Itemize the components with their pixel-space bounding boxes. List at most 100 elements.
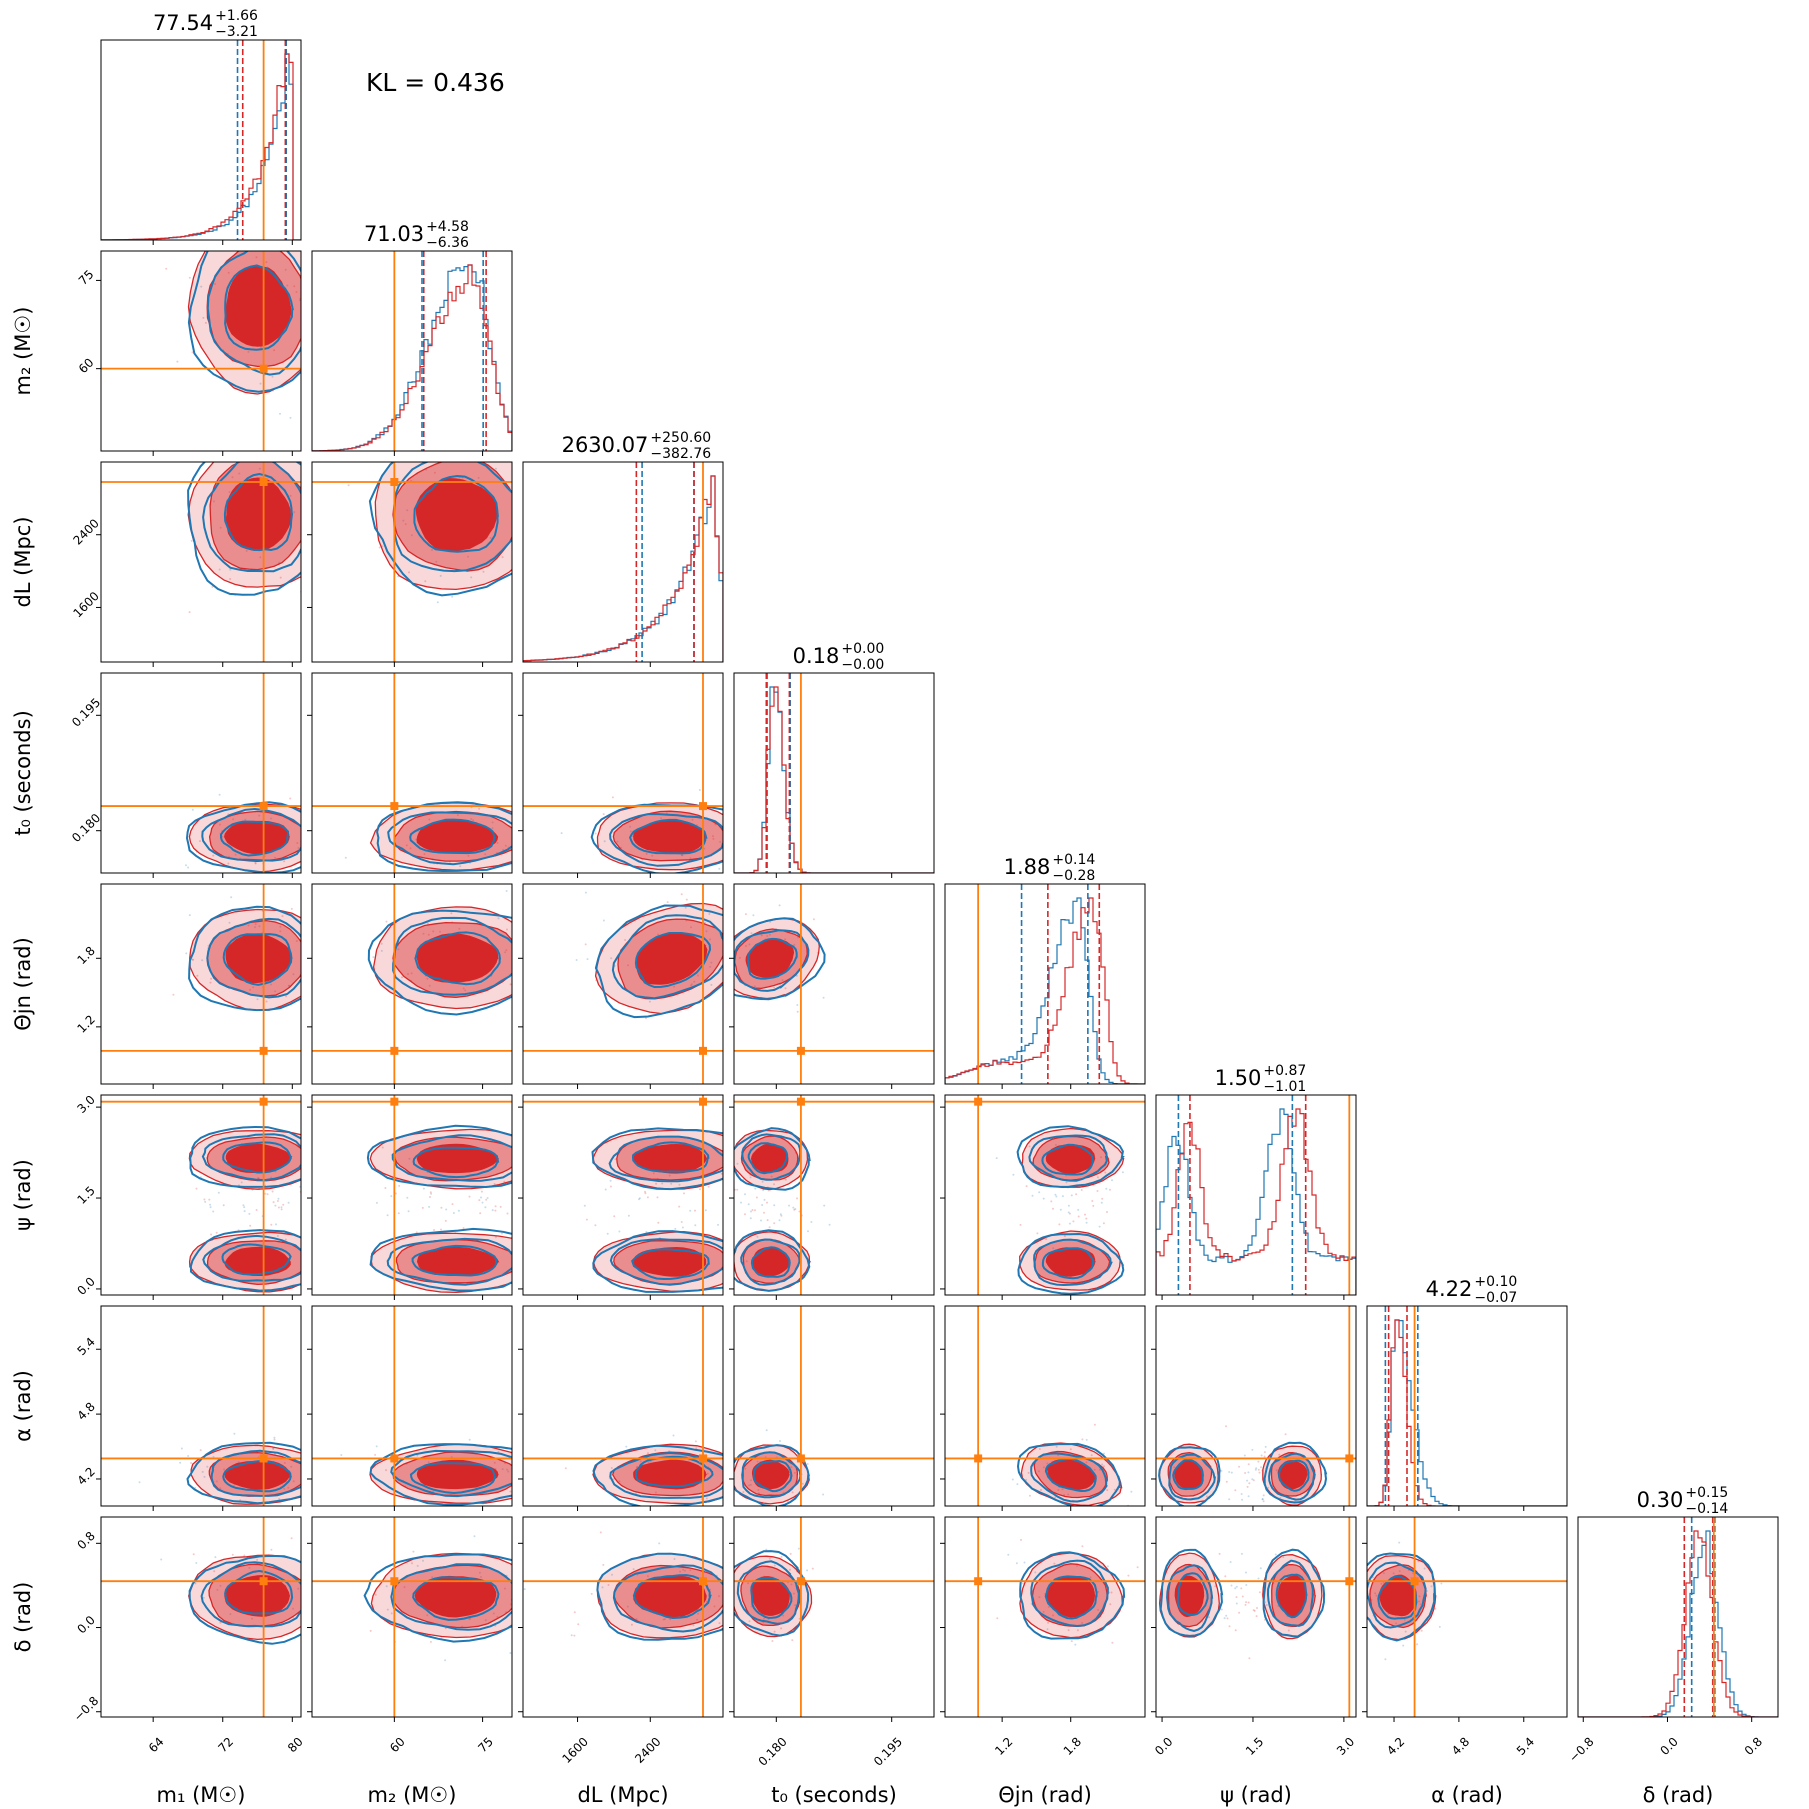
sample-point — [470, 576, 473, 579]
sample-point — [249, 1224, 252, 1227]
sample-point — [468, 1438, 471, 1441]
red-histogram-m1 — [101, 53, 301, 240]
sample-point — [575, 1583, 577, 1585]
sample-point — [231, 476, 234, 479]
blue-contour-level-0 — [734, 1550, 810, 1637]
sample-point — [610, 1467, 613, 1469]
sample-point — [254, 926, 256, 929]
sample-point — [773, 1630, 776, 1633]
sample-point — [292, 973, 295, 976]
blue-contour-level-2 — [220, 820, 290, 857]
blue-contour-level-2 — [747, 1142, 789, 1175]
sample-point — [384, 1187, 387, 1189]
sample-point — [761, 1180, 764, 1183]
x-tick-label-m2: 60 — [387, 1735, 408, 1756]
sample-point — [583, 1204, 586, 1207]
sample-point — [603, 840, 606, 843]
panel-frame-7-4 — [944, 1516, 1146, 1718]
sample-point — [697, 974, 699, 977]
sample-point — [305, 945, 307, 947]
sample-point — [274, 1204, 277, 1207]
sample-point — [462, 1227, 465, 1230]
sample-point — [747, 1582, 750, 1585]
sample-point — [1034, 1571, 1037, 1574]
x-tick-label-m2: 75 — [475, 1735, 496, 1756]
sample-point — [551, 935, 553, 937]
sample-point — [188, 914, 191, 917]
sample-point — [756, 1460, 759, 1463]
sample-point — [765, 1429, 768, 1432]
sample-point — [195, 1562, 198, 1564]
sample-point — [519, 1577, 521, 1579]
truth-marker — [974, 1454, 983, 1463]
sample-point — [430, 1192, 433, 1195]
sample-point — [768, 1557, 771, 1560]
contour-panel-t0-vs-m1 — [101, 673, 301, 873]
sample-point — [618, 1230, 621, 1233]
sample-point — [505, 949, 508, 952]
y-axis-label-dL: dL (Mpc) — [11, 516, 35, 607]
param-title-plus-dL: +250.60 — [650, 430, 711, 446]
sample-point — [1012, 1173, 1015, 1176]
sample-point — [439, 930, 441, 933]
sample-point — [308, 309, 310, 311]
sample-point — [535, 552, 537, 554]
sample-point — [1258, 1471, 1261, 1474]
panel-frame-7-1 — [311, 1516, 513, 1718]
panel-frame-3-0 — [100, 672, 302, 874]
sample-point — [1225, 1480, 1228, 1483]
panel-frame-7-7 — [1577, 1516, 1779, 1718]
sample-point — [590, 1592, 593, 1595]
sample-point — [1054, 1193, 1057, 1196]
sample-point — [1101, 1463, 1104, 1466]
sample-point — [738, 956, 741, 959]
param-title-minus-alpha: −0.07 — [1474, 1290, 1517, 1306]
sample-point — [705, 930, 708, 933]
sample-point — [766, 935, 769, 937]
sample-point — [280, 219, 282, 221]
sample-point — [1059, 1208, 1062, 1211]
sample-point — [341, 953, 343, 955]
sample-point — [1057, 1489, 1060, 1491]
y-tick-label-alpha: 5.4 — [74, 1335, 97, 1358]
truth-marker — [796, 1577, 805, 1586]
truth-marker — [390, 1454, 399, 1463]
sample-point — [209, 1203, 212, 1206]
blue-contour-level-2 — [222, 933, 293, 986]
sample-point — [602, 1563, 605, 1566]
truth-marker — [974, 1577, 983, 1586]
sample-point — [735, 815, 737, 817]
sample-point — [618, 1480, 621, 1483]
sample-point — [443, 444, 445, 446]
sample-point — [705, 1497, 708, 1500]
sample-point — [1430, 1585, 1433, 1588]
y-tick-label-m2: 75 — [76, 267, 97, 288]
sample-point — [673, 985, 676, 988]
sample-point — [288, 984, 290, 987]
sample-point — [1438, 1625, 1441, 1628]
sample-point — [709, 965, 712, 968]
sample-point — [748, 1620, 751, 1623]
sample-point — [651, 854, 654, 857]
x-tick-label-alpha: 4.8 — [1449, 1735, 1472, 1758]
sample-point — [1074, 1643, 1077, 1646]
sample-point — [316, 312, 318, 314]
sample-point — [270, 983, 273, 986]
histogram-layer — [101, 40, 1778, 1717]
sample-point — [444, 1659, 447, 1662]
sample-point — [481, 1201, 484, 1204]
blue-contour-level-1 — [612, 1564, 723, 1633]
sample-point — [309, 1591, 311, 1593]
sample-point — [689, 857, 692, 860]
sample-point — [1244, 1603, 1247, 1606]
sample-point — [1072, 1220, 1075, 1223]
sample-point — [427, 1461, 430, 1464]
sample-point — [191, 808, 194, 811]
sample-point — [254, 923, 257, 926]
sample-point — [277, 1206, 280, 1209]
sample-point — [293, 285, 296, 288]
panel-frame-4-2 — [522, 883, 724, 1085]
sample-point — [730, 1581, 732, 1583]
sample-point — [1023, 1561, 1026, 1564]
